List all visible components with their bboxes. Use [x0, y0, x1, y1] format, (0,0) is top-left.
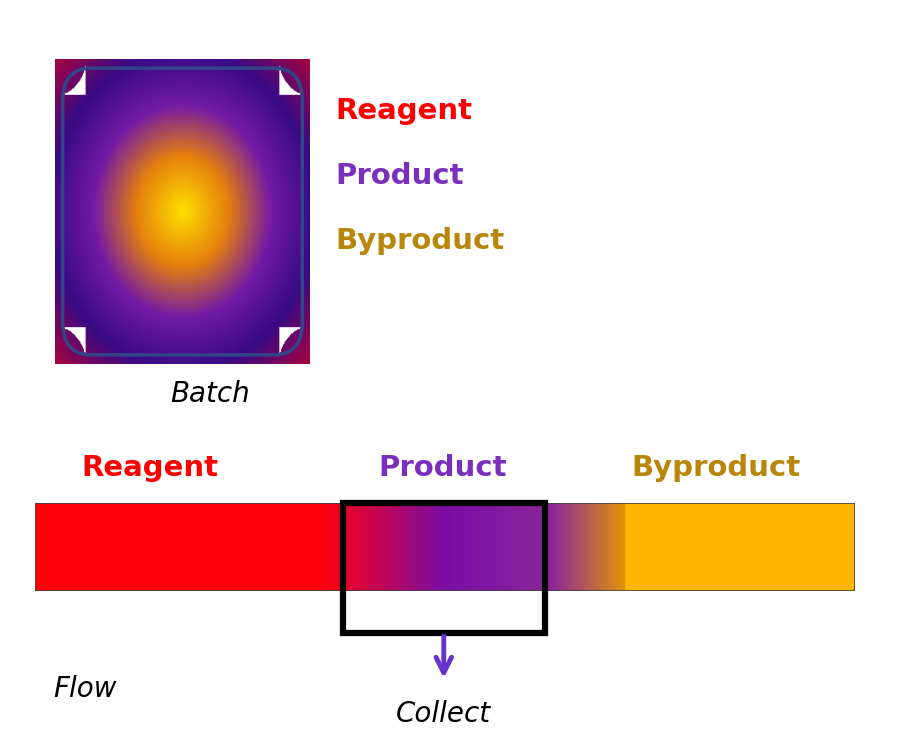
Text: Batch: Batch	[170, 380, 250, 408]
Text: Flow: Flow	[53, 675, 116, 703]
Text: Product: Product	[335, 162, 463, 190]
Text: Product: Product	[378, 454, 506, 482]
Text: Byproduct: Byproduct	[335, 227, 503, 255]
Text: Byproduct: Byproduct	[630, 454, 799, 482]
Bar	[342, 503, 545, 633]
Text: Reagent: Reagent	[81, 454, 218, 482]
Text: Collect: Collect	[396, 700, 491, 728]
Text: Reagent: Reagent	[335, 97, 472, 125]
